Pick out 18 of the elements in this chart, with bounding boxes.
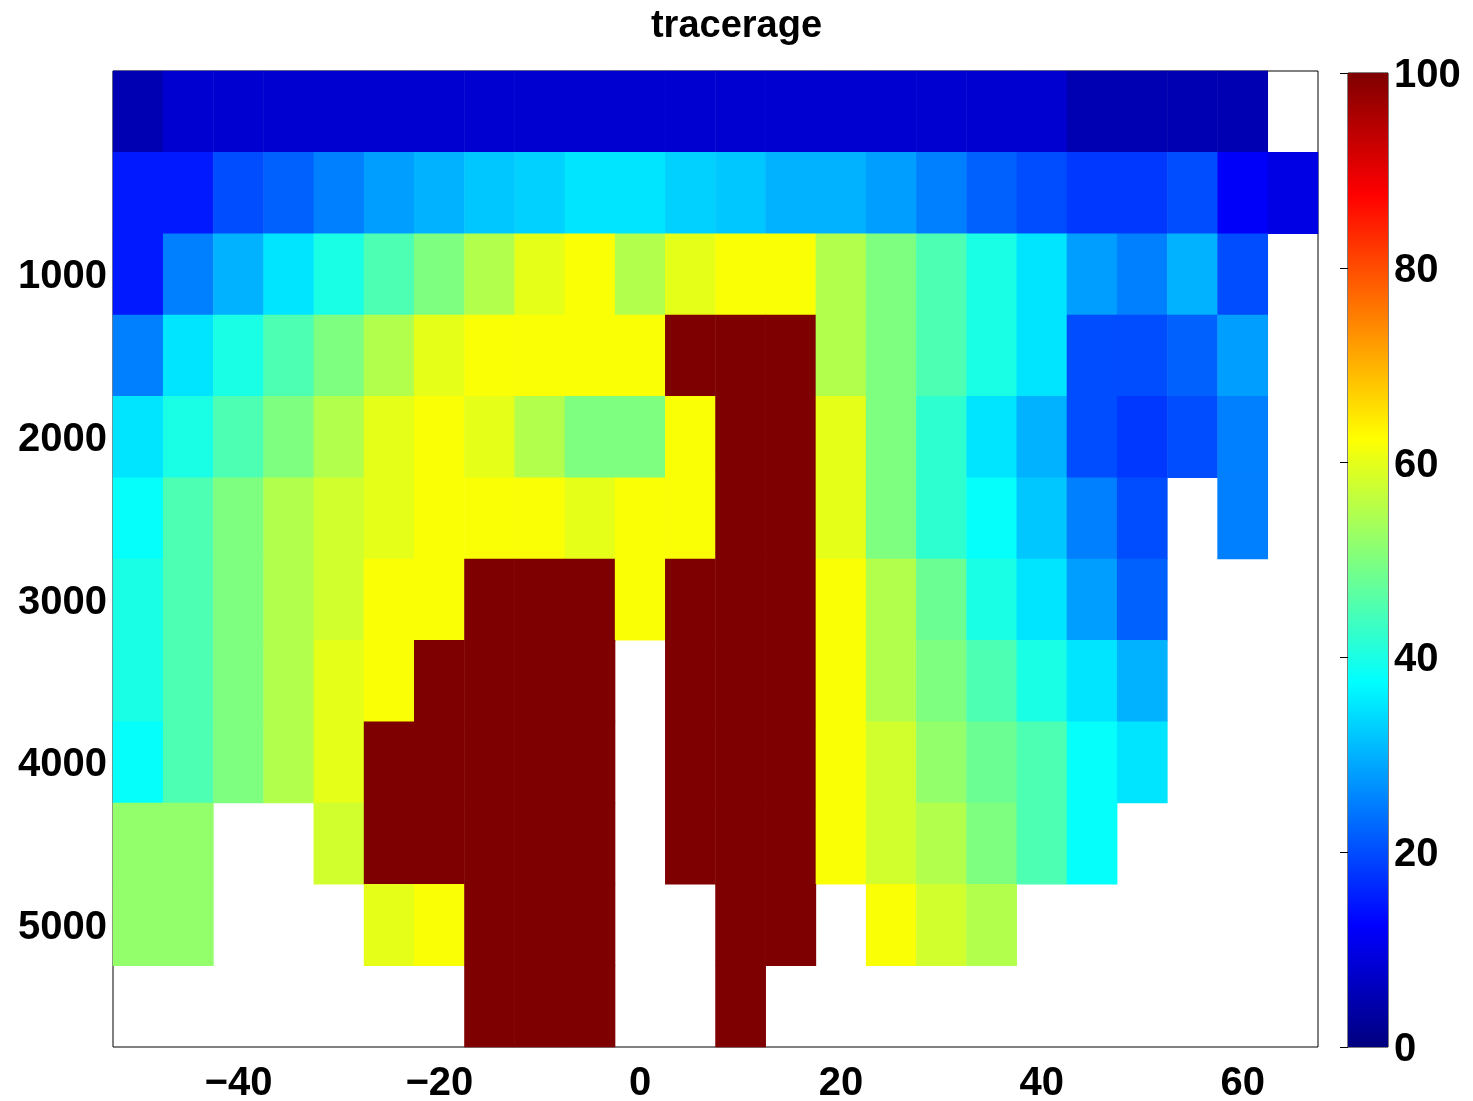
x-tick-label: −20 (405, 1059, 474, 1101)
color-bar-label: 0 (1394, 1025, 1417, 1069)
x-tick-label: −40 (204, 1059, 273, 1101)
x-tick-label: 40 (1019, 1059, 1065, 1101)
y-tick-label: 1000 (18, 252, 107, 297)
color-bar-label: 80 (1394, 245, 1439, 290)
y-tick-label: 5000 (18, 903, 107, 947)
y-tick-label: 3000 (18, 577, 107, 622)
color-bar-label: 60 (1394, 440, 1439, 485)
x-tick-label: 60 (1220, 1059, 1265, 1101)
y-tick-label: 4000 (18, 740, 107, 785)
color-bar-label: 40 (1394, 635, 1439, 680)
color-bar-label: 100 (1394, 51, 1461, 95)
y-tick-label: 2000 (18, 415, 107, 459)
chart-title: tracerage (650, 3, 823, 45)
x-tick-label: 0 (629, 1059, 652, 1101)
color-bar-label: 20 (1394, 830, 1439, 875)
x-tick-label: 20 (818, 1059, 864, 1101)
